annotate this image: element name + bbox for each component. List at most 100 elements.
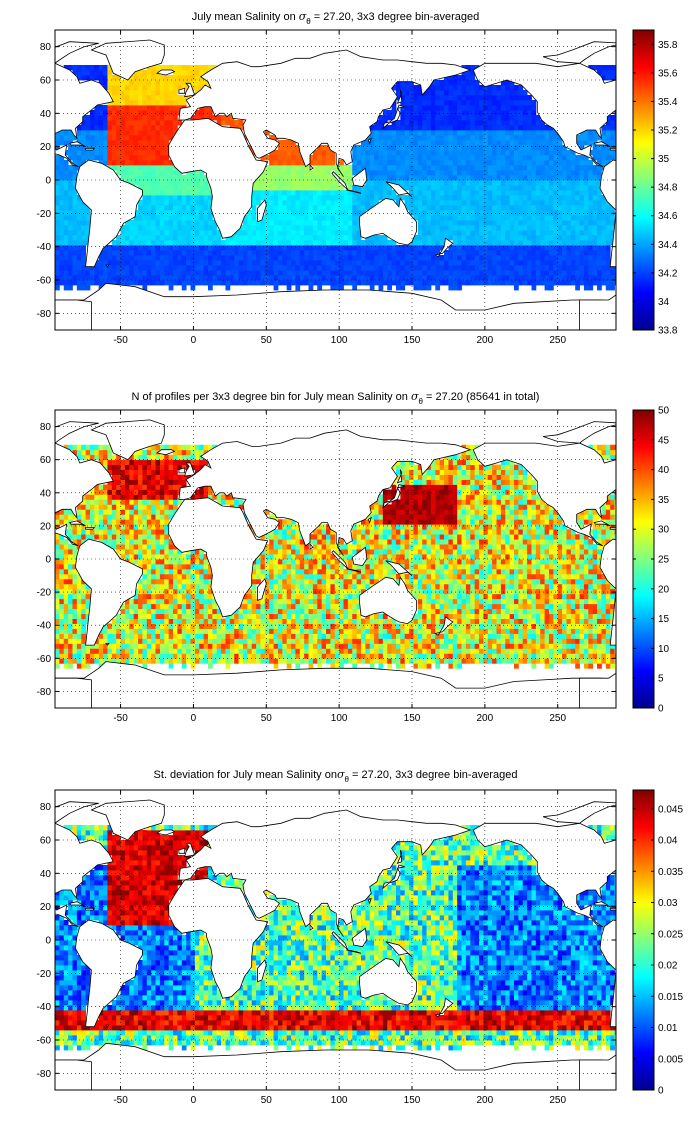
heatmap-cell	[435, 165, 440, 170]
heatmap-cell	[151, 643, 156, 648]
heatmap-cell	[81, 250, 86, 255]
heatmap-cell	[287, 285, 292, 290]
heatmap-cell	[562, 250, 567, 255]
heatmap-cell	[86, 215, 91, 220]
heatmap-cell	[606, 65, 611, 70]
heatmap-cell	[138, 599, 143, 604]
heatmap-cell	[357, 240, 362, 245]
heatmap-cell	[580, 265, 585, 270]
heatmap-cell	[580, 170, 585, 175]
heatmap-cell	[72, 155, 77, 160]
heatmap-cell	[59, 554, 64, 559]
heatmap-cell	[352, 230, 357, 235]
heatmap-cell	[440, 145, 445, 150]
heatmap-cell	[593, 225, 598, 230]
heatmap-cell	[282, 255, 287, 260]
heatmap-cell	[562, 210, 567, 215]
heatmap-cell	[339, 195, 344, 200]
heatmap-cell	[129, 470, 134, 475]
heatmap-cell	[138, 110, 143, 115]
heatmap-cell	[378, 170, 383, 175]
heatmap-cell	[580, 250, 585, 255]
heatmap-cell	[99, 514, 104, 519]
heatmap-cell	[505, 120, 510, 125]
heatmap-cell	[147, 265, 152, 270]
heatmap-cell	[103, 70, 108, 75]
heatmap-cell	[90, 140, 95, 145]
heatmap-cell	[103, 653, 108, 658]
heatmap-cell	[374, 260, 379, 265]
heatmap-cell	[309, 285, 314, 290]
heatmap-cell	[59, 140, 64, 145]
heatmap-cell	[536, 250, 541, 255]
heatmap-cell	[142, 120, 147, 125]
heatmap-cell	[247, 235, 252, 240]
heatmap-cell	[431, 150, 436, 155]
heatmap-cell	[597, 65, 602, 70]
heatmap-cell	[531, 205, 536, 210]
heatmap-cell	[431, 250, 436, 255]
heatmap-cell	[121, 140, 126, 145]
heatmap-cell	[501, 125, 506, 130]
heatmap-cell	[107, 250, 112, 255]
heatmap-cell	[55, 185, 60, 190]
heatmap-cell	[55, 589, 60, 594]
heatmap-cell	[304, 270, 309, 275]
heatmap-cell	[204, 250, 209, 255]
heatmap-cell	[291, 165, 296, 170]
heatmap-cell	[488, 160, 493, 165]
heatmap-cell	[584, 270, 589, 275]
heatmap-cell	[374, 185, 379, 190]
heatmap-cell	[571, 210, 576, 215]
heatmap-cell	[413, 270, 418, 275]
heatmap-cell	[549, 190, 554, 195]
heatmap-cell	[344, 275, 349, 280]
heatmap-cell	[278, 195, 283, 200]
heatmap-cell	[418, 240, 423, 245]
heatmap-cell	[125, 519, 130, 524]
heatmap-cell	[400, 165, 405, 170]
heatmap-cell	[510, 110, 515, 115]
heatmap-cell	[103, 145, 108, 150]
heatmap-cell	[601, 150, 606, 155]
heatmap-cell	[409, 110, 414, 115]
heatmap-cell	[278, 220, 283, 225]
heatmap-cell	[199, 215, 204, 220]
heatmap-cell	[72, 624, 77, 629]
heatmap-cell	[138, 584, 143, 589]
heatmap-cell	[418, 230, 423, 235]
heatmap-cell	[431, 110, 436, 115]
heatmap-cell	[129, 460, 134, 465]
heatmap-cell	[584, 135, 589, 140]
heatmap-cell	[475, 140, 480, 145]
heatmap-cell	[134, 504, 139, 509]
heatmap-cell	[558, 140, 563, 145]
heatmap-cell	[278, 270, 283, 275]
heatmap-cell	[107, 140, 112, 145]
heatmap-cell	[134, 250, 139, 255]
heatmap-cell	[195, 260, 200, 265]
heatmap-cell	[571, 240, 576, 245]
heatmap-cell	[138, 180, 143, 185]
heatmap-cell	[77, 245, 82, 250]
heatmap-cell	[440, 255, 445, 260]
heatmap-cell	[505, 245, 510, 250]
heatmap-cell	[566, 275, 571, 280]
heatmap-cell	[234, 280, 239, 285]
heatmap-cell	[536, 195, 541, 200]
heatmap-cell	[287, 225, 292, 230]
heatmap-cell	[383, 190, 388, 195]
heatmap-cell	[295, 175, 300, 180]
heatmap-cell	[448, 275, 453, 280]
heatmap-cell	[501, 235, 506, 240]
heatmap-cell	[195, 85, 200, 90]
heatmap-cell	[597, 245, 602, 250]
heatmap-cell	[182, 65, 187, 70]
heatmap-cell	[601, 240, 606, 245]
heatmap-cell	[147, 85, 152, 90]
heatmap-cell	[295, 275, 300, 280]
heatmap-cell	[186, 65, 191, 70]
heatmap-cell	[483, 200, 488, 205]
heatmap-cell	[169, 110, 174, 115]
heatmap-cell	[99, 450, 104, 455]
